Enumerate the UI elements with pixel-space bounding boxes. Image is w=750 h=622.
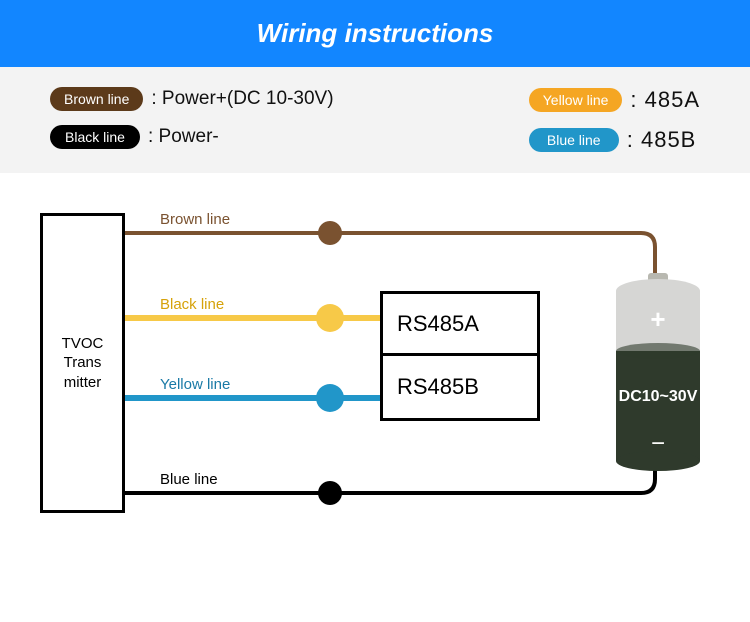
legend-row: Black line : Power- <box>50 125 334 149</box>
svg-text:+: + <box>650 304 665 334</box>
legend-label: : Power+(DC 10-30V) <box>151 88 333 110</box>
pill-blue: Blue line <box>529 128 619 152</box>
battery-svg: + DC10~30V − <box>608 273 708 473</box>
rs485b-label: RS485B <box>383 356 537 418</box>
legend-row: Blue line : 485B <box>529 127 700 153</box>
pill-yellow: Yellow line <box>529 88 623 112</box>
wiring-diagram: TVOCTransmitter RS485A RS485B Brown line… <box>0 173 750 553</box>
device-label: TVOCTransmitter <box>62 334 104 393</box>
legend-label: : 485A <box>630 87 700 113</box>
legend-label: : 485B <box>627 127 697 153</box>
rs485a-label: RS485A <box>383 294 537 356</box>
svg-text:DC10~30V: DC10~30V <box>619 388 698 405</box>
pill-black: Black line <box>50 125 140 149</box>
rs485-box: RS485A RS485B <box>380 291 540 421</box>
legend: Brown line : Power+(DC 10-30V) Black lin… <box>0 67 750 173</box>
legend-row: Yellow line : 485A <box>529 87 700 113</box>
legend-label: : Power- <box>148 126 219 148</box>
legend-row: Brown line : Power+(DC 10-30V) <box>50 87 334 111</box>
legend-right: Yellow line : 485A Blue line : 485B <box>529 87 700 153</box>
device-box: TVOCTransmitter <box>40 213 125 513</box>
pill-brown: Brown line <box>50 87 143 111</box>
wire-label-yellow: Yellow line <box>160 376 230 393</box>
page-title: Wiring instructions <box>0 0 750 67</box>
wire-label-blue: Blue line <box>160 471 218 488</box>
wire-label-brown: Brown line <box>160 211 230 228</box>
wire-label-black: Black line <box>160 296 224 313</box>
legend-left: Brown line : Power+(DC 10-30V) Black lin… <box>50 87 334 153</box>
svg-text:−: − <box>651 430 665 457</box>
